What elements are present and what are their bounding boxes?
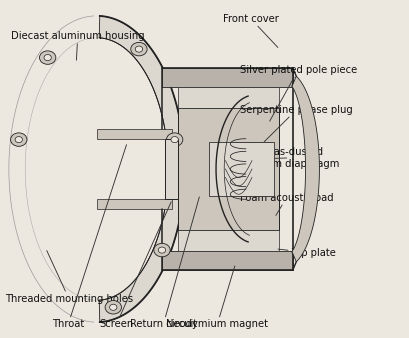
Circle shape [109, 304, 117, 310]
Circle shape [171, 137, 178, 143]
Polygon shape [97, 199, 172, 210]
Text: Top plate: Top plate [277, 248, 335, 258]
Circle shape [11, 133, 27, 146]
Polygon shape [99, 16, 184, 322]
Polygon shape [209, 142, 274, 196]
Polygon shape [165, 139, 178, 199]
Polygon shape [178, 87, 278, 108]
Polygon shape [162, 251, 292, 270]
Text: Foam acoustic pad: Foam acoustic pad [239, 193, 333, 215]
Polygon shape [291, 76, 319, 262]
Text: Return circuit: Return circuit [129, 197, 199, 330]
Circle shape [130, 42, 147, 56]
Circle shape [15, 137, 22, 143]
Text: Front cover: Front cover [223, 14, 279, 47]
Text: Serpentine phase plug: Serpentine phase plug [239, 105, 352, 142]
Circle shape [166, 133, 182, 146]
Text: Silver plated pole piece: Silver plated pole piece [239, 65, 356, 121]
Text: Aquaplas-dusted
titanium diaphragm: Aquaplas-dusted titanium diaphragm [239, 147, 338, 169]
Text: Diecast aluminum housing: Diecast aluminum housing [11, 31, 144, 60]
Circle shape [153, 243, 170, 257]
Circle shape [44, 54, 51, 61]
Polygon shape [178, 108, 278, 230]
Text: Neodymium magnet: Neodymium magnet [166, 266, 267, 330]
Text: Threaded mounting holes: Threaded mounting holes [5, 251, 133, 304]
Circle shape [135, 46, 142, 52]
Text: Screen: Screen [99, 202, 171, 330]
Polygon shape [97, 128, 172, 139]
Circle shape [39, 51, 56, 64]
Polygon shape [162, 68, 292, 87]
Circle shape [158, 247, 165, 253]
Text: Throat: Throat [52, 145, 126, 330]
Circle shape [105, 300, 121, 314]
Polygon shape [178, 230, 278, 251]
